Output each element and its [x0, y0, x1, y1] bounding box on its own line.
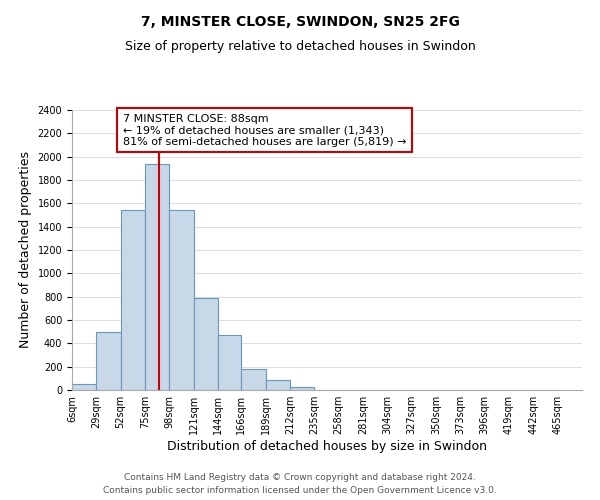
Text: 7, MINSTER CLOSE, SWINDON, SN25 2FG: 7, MINSTER CLOSE, SWINDON, SN25 2FG	[140, 15, 460, 29]
Y-axis label: Number of detached properties: Number of detached properties	[19, 152, 32, 348]
Text: Size of property relative to detached houses in Swindon: Size of property relative to detached ho…	[125, 40, 475, 53]
Bar	[72, 384, 97, 390]
Bar	[241, 369, 266, 390]
Bar	[194, 298, 218, 390]
Text: Contains public sector information licensed under the Open Government Licence v3: Contains public sector information licen…	[103, 486, 497, 495]
Bar	[97, 332, 121, 390]
X-axis label: Distribution of detached houses by size in Swindon: Distribution of detached houses by size …	[167, 440, 487, 453]
Bar	[266, 380, 290, 390]
Bar	[218, 335, 241, 390]
Text: Contains HM Land Registry data © Crown copyright and database right 2024.: Contains HM Land Registry data © Crown c…	[124, 474, 476, 482]
Bar	[121, 210, 145, 390]
Bar	[145, 164, 169, 390]
Bar	[169, 210, 194, 390]
Text: 7 MINSTER CLOSE: 88sqm
← 19% of detached houses are smaller (1,343)
81% of semi-: 7 MINSTER CLOSE: 88sqm ← 19% of detached…	[123, 114, 406, 146]
Bar	[290, 386, 314, 390]
